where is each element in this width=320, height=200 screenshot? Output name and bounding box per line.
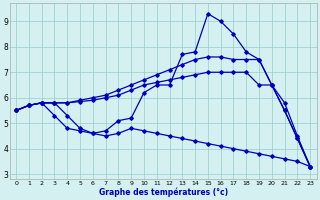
- X-axis label: Graphe des températures (°c): Graphe des températures (°c): [99, 187, 228, 197]
